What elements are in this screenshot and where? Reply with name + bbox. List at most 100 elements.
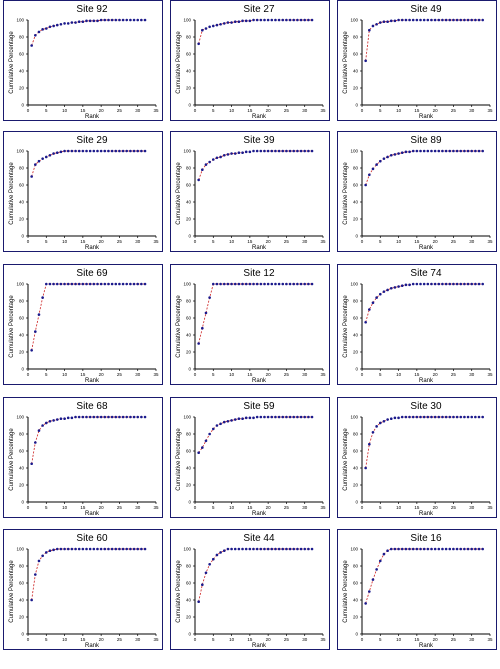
chart-title: Site 29 xyxy=(76,135,108,146)
data-point xyxy=(110,282,114,286)
data-point xyxy=(285,415,288,419)
data-point xyxy=(463,282,466,286)
data-point xyxy=(368,173,371,177)
y-tick-label: 40 xyxy=(19,200,25,205)
x-tick-label: 25 xyxy=(451,372,457,377)
data-point xyxy=(371,431,375,434)
x-tick-label: 15 xyxy=(414,637,420,642)
data-point xyxy=(270,415,274,419)
data-point xyxy=(448,282,452,286)
chart-title: Site 27 xyxy=(243,4,275,15)
data-point xyxy=(441,547,444,551)
data-point xyxy=(422,547,426,551)
data-point xyxy=(263,415,266,419)
series-line xyxy=(198,416,313,453)
chart-svg: Site 16 0 20 40 60 80 100 0 5 10 15 20 25 30 35 Rank Cum… xyxy=(343,533,493,649)
data-point xyxy=(426,547,430,551)
data-point xyxy=(252,149,255,153)
data-point xyxy=(477,149,481,153)
data-point xyxy=(307,18,310,22)
data-point xyxy=(59,547,63,551)
data-point xyxy=(248,282,252,286)
data-point xyxy=(55,151,59,154)
data-point xyxy=(48,549,52,552)
x-tick-label: 15 xyxy=(247,637,253,642)
data-point xyxy=(52,419,55,422)
series-line xyxy=(31,19,146,46)
chart-svg: Site 60 0 20 40 60 80 100 0 5 10 15 20 25 30 35 Rank Cum… xyxy=(9,533,159,649)
x-tick-label: 5 xyxy=(212,239,215,244)
data-point xyxy=(415,149,419,153)
data-point xyxy=(34,330,37,333)
data-point xyxy=(307,149,310,153)
data-point xyxy=(419,149,422,153)
data-point xyxy=(415,547,419,551)
data-point xyxy=(30,175,33,178)
series-line xyxy=(198,19,313,44)
y-tick-label: 60 xyxy=(19,316,25,321)
data-point xyxy=(70,416,74,420)
data-point xyxy=(48,153,52,157)
data-point xyxy=(107,282,110,286)
data-point xyxy=(474,547,477,551)
series-line xyxy=(365,416,483,469)
x-tick-label: 0 xyxy=(27,239,30,244)
y-tick-label: 0 xyxy=(355,234,358,239)
data-point xyxy=(201,583,204,586)
data-point xyxy=(241,417,244,420)
data-point xyxy=(433,415,437,419)
y-tick-label: 60 xyxy=(19,183,25,188)
y-axis-label: Cumulative Percentage xyxy=(9,295,15,358)
data-point xyxy=(375,425,378,428)
data-point xyxy=(259,547,263,551)
data-point xyxy=(63,282,66,286)
data-point xyxy=(244,282,248,286)
data-point xyxy=(310,18,314,22)
data-point xyxy=(455,415,459,419)
data-point xyxy=(378,292,382,296)
data-point xyxy=(437,149,441,153)
chart-panel: Site 12 0 20 40 60 80 100 0 5 10 15 20 25 30 35 Rank Cum… xyxy=(170,264,330,385)
data-point xyxy=(307,415,310,419)
data-point xyxy=(452,18,455,22)
data-point xyxy=(292,149,296,153)
data-point xyxy=(248,150,252,154)
data-point xyxy=(85,547,88,551)
data-point xyxy=(255,18,259,22)
data-point xyxy=(125,415,129,419)
data-point xyxy=(70,149,74,153)
data-point xyxy=(404,150,408,154)
data-point xyxy=(470,282,474,286)
data-point xyxy=(404,415,408,419)
data-point xyxy=(444,547,448,551)
data-point xyxy=(270,18,274,22)
y-axis-label: Cumulative Percentage xyxy=(9,428,15,491)
x-tick-label: 35 xyxy=(487,108,493,113)
x-tick-label: 20 xyxy=(266,108,272,113)
data-point xyxy=(219,22,222,26)
data-point xyxy=(208,25,211,29)
x-axis-label: Rank xyxy=(252,511,267,517)
data-point xyxy=(237,20,241,24)
x-tick-label: 5 xyxy=(212,108,215,113)
data-point xyxy=(107,149,110,153)
data-point xyxy=(136,149,140,153)
data-point xyxy=(30,598,33,602)
data-point xyxy=(96,19,99,23)
data-point xyxy=(52,282,55,286)
data-point xyxy=(408,18,411,22)
data-point xyxy=(107,18,110,22)
data-point xyxy=(96,282,99,286)
series-line xyxy=(365,19,483,61)
data-point xyxy=(411,282,415,286)
y-tick-label: 20 xyxy=(186,86,192,91)
data-point xyxy=(430,282,433,286)
data-point xyxy=(266,547,270,551)
data-point xyxy=(285,149,288,153)
data-point xyxy=(230,419,233,422)
data-point xyxy=(201,446,204,449)
x-axis-label: Rank xyxy=(419,378,434,384)
data-point xyxy=(244,547,248,551)
data-point xyxy=(197,342,200,345)
data-point xyxy=(441,282,444,286)
